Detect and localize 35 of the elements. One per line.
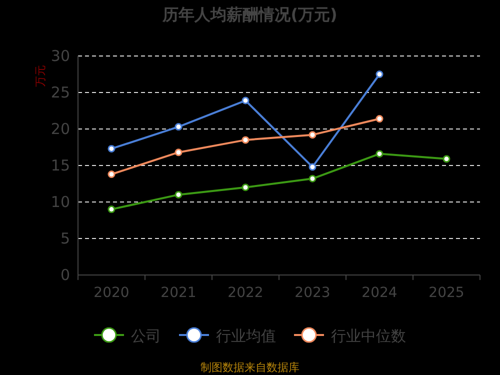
point — [308, 174, 316, 182]
y-tick-label: 0 — [60, 266, 70, 284]
x-tick-label: 2025 — [428, 285, 464, 301]
point — [442, 155, 450, 163]
point — [242, 136, 250, 144]
point — [174, 190, 182, 198]
point — [376, 115, 384, 123]
legend-label: 公司 — [131, 327, 161, 345]
point — [108, 206, 116, 214]
legend-label: 行业中位数 — [331, 327, 406, 345]
y-tick-label: 10 — [50, 193, 70, 211]
x-tick-label: 2021 — [160, 285, 196, 301]
y-tick-label: 20 — [50, 120, 70, 138]
point — [242, 184, 250, 192]
y-tick-label: 5 — [60, 230, 70, 248]
point — [376, 70, 384, 78]
point — [376, 150, 384, 158]
x-tick-label: 2022 — [228, 285, 264, 301]
point — [174, 148, 182, 156]
x-tick-label: 2024 — [362, 285, 398, 301]
point — [108, 144, 116, 152]
chart-title: 历年人均薪酬情况(万元) — [162, 5, 338, 24]
point — [174, 123, 182, 131]
point — [308, 131, 316, 139]
x-tick-label: 2023 — [294, 285, 330, 301]
point — [308, 163, 316, 171]
text: 制图数据来自数据库 — [200, 361, 300, 374]
y-tick-label: 25 — [50, 84, 70, 102]
legend-label: 行业均值 — [216, 327, 276, 345]
point — [242, 96, 250, 104]
point — [108, 170, 116, 178]
x-tick-label: 2020 — [94, 285, 130, 301]
y-tick-label: 30 — [50, 47, 70, 65]
y-tick-label: 15 — [50, 156, 70, 174]
y-axis-title: 万元 — [34, 65, 47, 87]
